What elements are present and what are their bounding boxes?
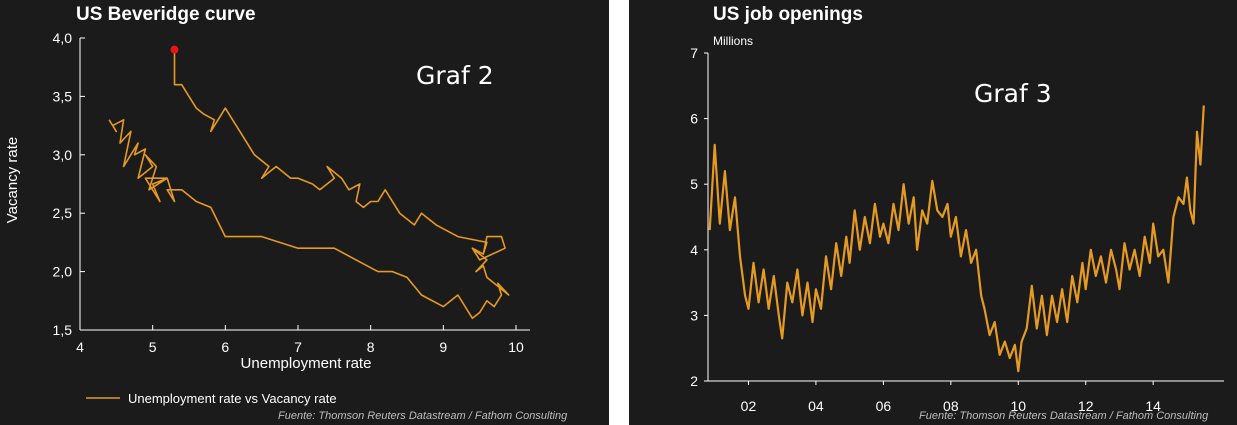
x-tick-label: 14 bbox=[1145, 398, 1161, 414]
x-tick-label: 06 bbox=[876, 398, 892, 414]
y-tick-label: 3,0 bbox=[53, 147, 73, 163]
x-tick-label: 08 bbox=[943, 398, 959, 414]
y-tick-label: 2,0 bbox=[53, 264, 73, 280]
x-tick-label: 8 bbox=[367, 339, 375, 355]
beveridge-curve-panel: US Beveridge curve Graf 2 Unemployment r… bbox=[0, 0, 609, 425]
legend-label: Unemployment rate vs Vacancy rate bbox=[128, 391, 337, 406]
y-axis-label: Vacancy rate bbox=[4, 137, 21, 223]
y-tick-label: 6 bbox=[690, 111, 698, 127]
x-tick-label: 10 bbox=[1010, 398, 1026, 414]
beveridge-chart-svg: Unemployment rate Vacancy rate Unemploym… bbox=[4, 30, 530, 406]
chart-title: US Beveridge curve bbox=[76, 4, 256, 25]
job-openings-chart-svg: 2 3 4 5 6 7 02 04 06 08 10 12 14 bbox=[690, 45, 1224, 414]
y-tick-label: 2 bbox=[690, 373, 698, 389]
y-tick-label: 5 bbox=[690, 176, 698, 192]
x-tick-label: 02 bbox=[741, 398, 757, 414]
y-tick-label: 1,5 bbox=[53, 322, 73, 338]
x-tick-label: 04 bbox=[808, 398, 824, 414]
source-note: Fuente: Thomson Reuters Datastream / Fat… bbox=[919, 410, 1209, 422]
y-tick-label: 3 bbox=[690, 307, 698, 323]
y-tick-label: 4 bbox=[690, 242, 698, 258]
y-tick-label: 3,5 bbox=[53, 88, 73, 104]
x-tick-label: 12 bbox=[1078, 398, 1094, 414]
y-tick-label: 2,5 bbox=[53, 205, 73, 221]
series-line-unemployment-vs-vacancy bbox=[108, 49, 510, 320]
job-openings-panel: US job openings Millions Graf 3 2 3 4 5 6 7 02… bbox=[629, 0, 1237, 425]
x-tick-label: 4 bbox=[76, 339, 84, 355]
units-label: Millions bbox=[713, 34, 754, 48]
x-axis-label: Unemployment rate bbox=[241, 355, 372, 372]
x-tick-label: 7 bbox=[294, 339, 302, 355]
graf-annotation: Graf 3 bbox=[974, 79, 1052, 108]
y-tick-label: 7 bbox=[690, 45, 698, 61]
source-note: Fuente: Thomson Reuters Datastream / Fat… bbox=[278, 410, 568, 422]
x-tick-label: 5 bbox=[149, 339, 157, 355]
chart-title: US job openings bbox=[713, 4, 863, 25]
graf-annotation: Graf 2 bbox=[416, 61, 494, 90]
x-tick-label: 10 bbox=[508, 339, 524, 355]
latest-point-marker bbox=[170, 45, 179, 54]
y-tick-label: 4,0 bbox=[53, 30, 73, 46]
series-line-job-openings bbox=[708, 105, 1205, 373]
x-tick-label: 6 bbox=[221, 339, 229, 355]
x-tick-label: 9 bbox=[439, 339, 447, 355]
